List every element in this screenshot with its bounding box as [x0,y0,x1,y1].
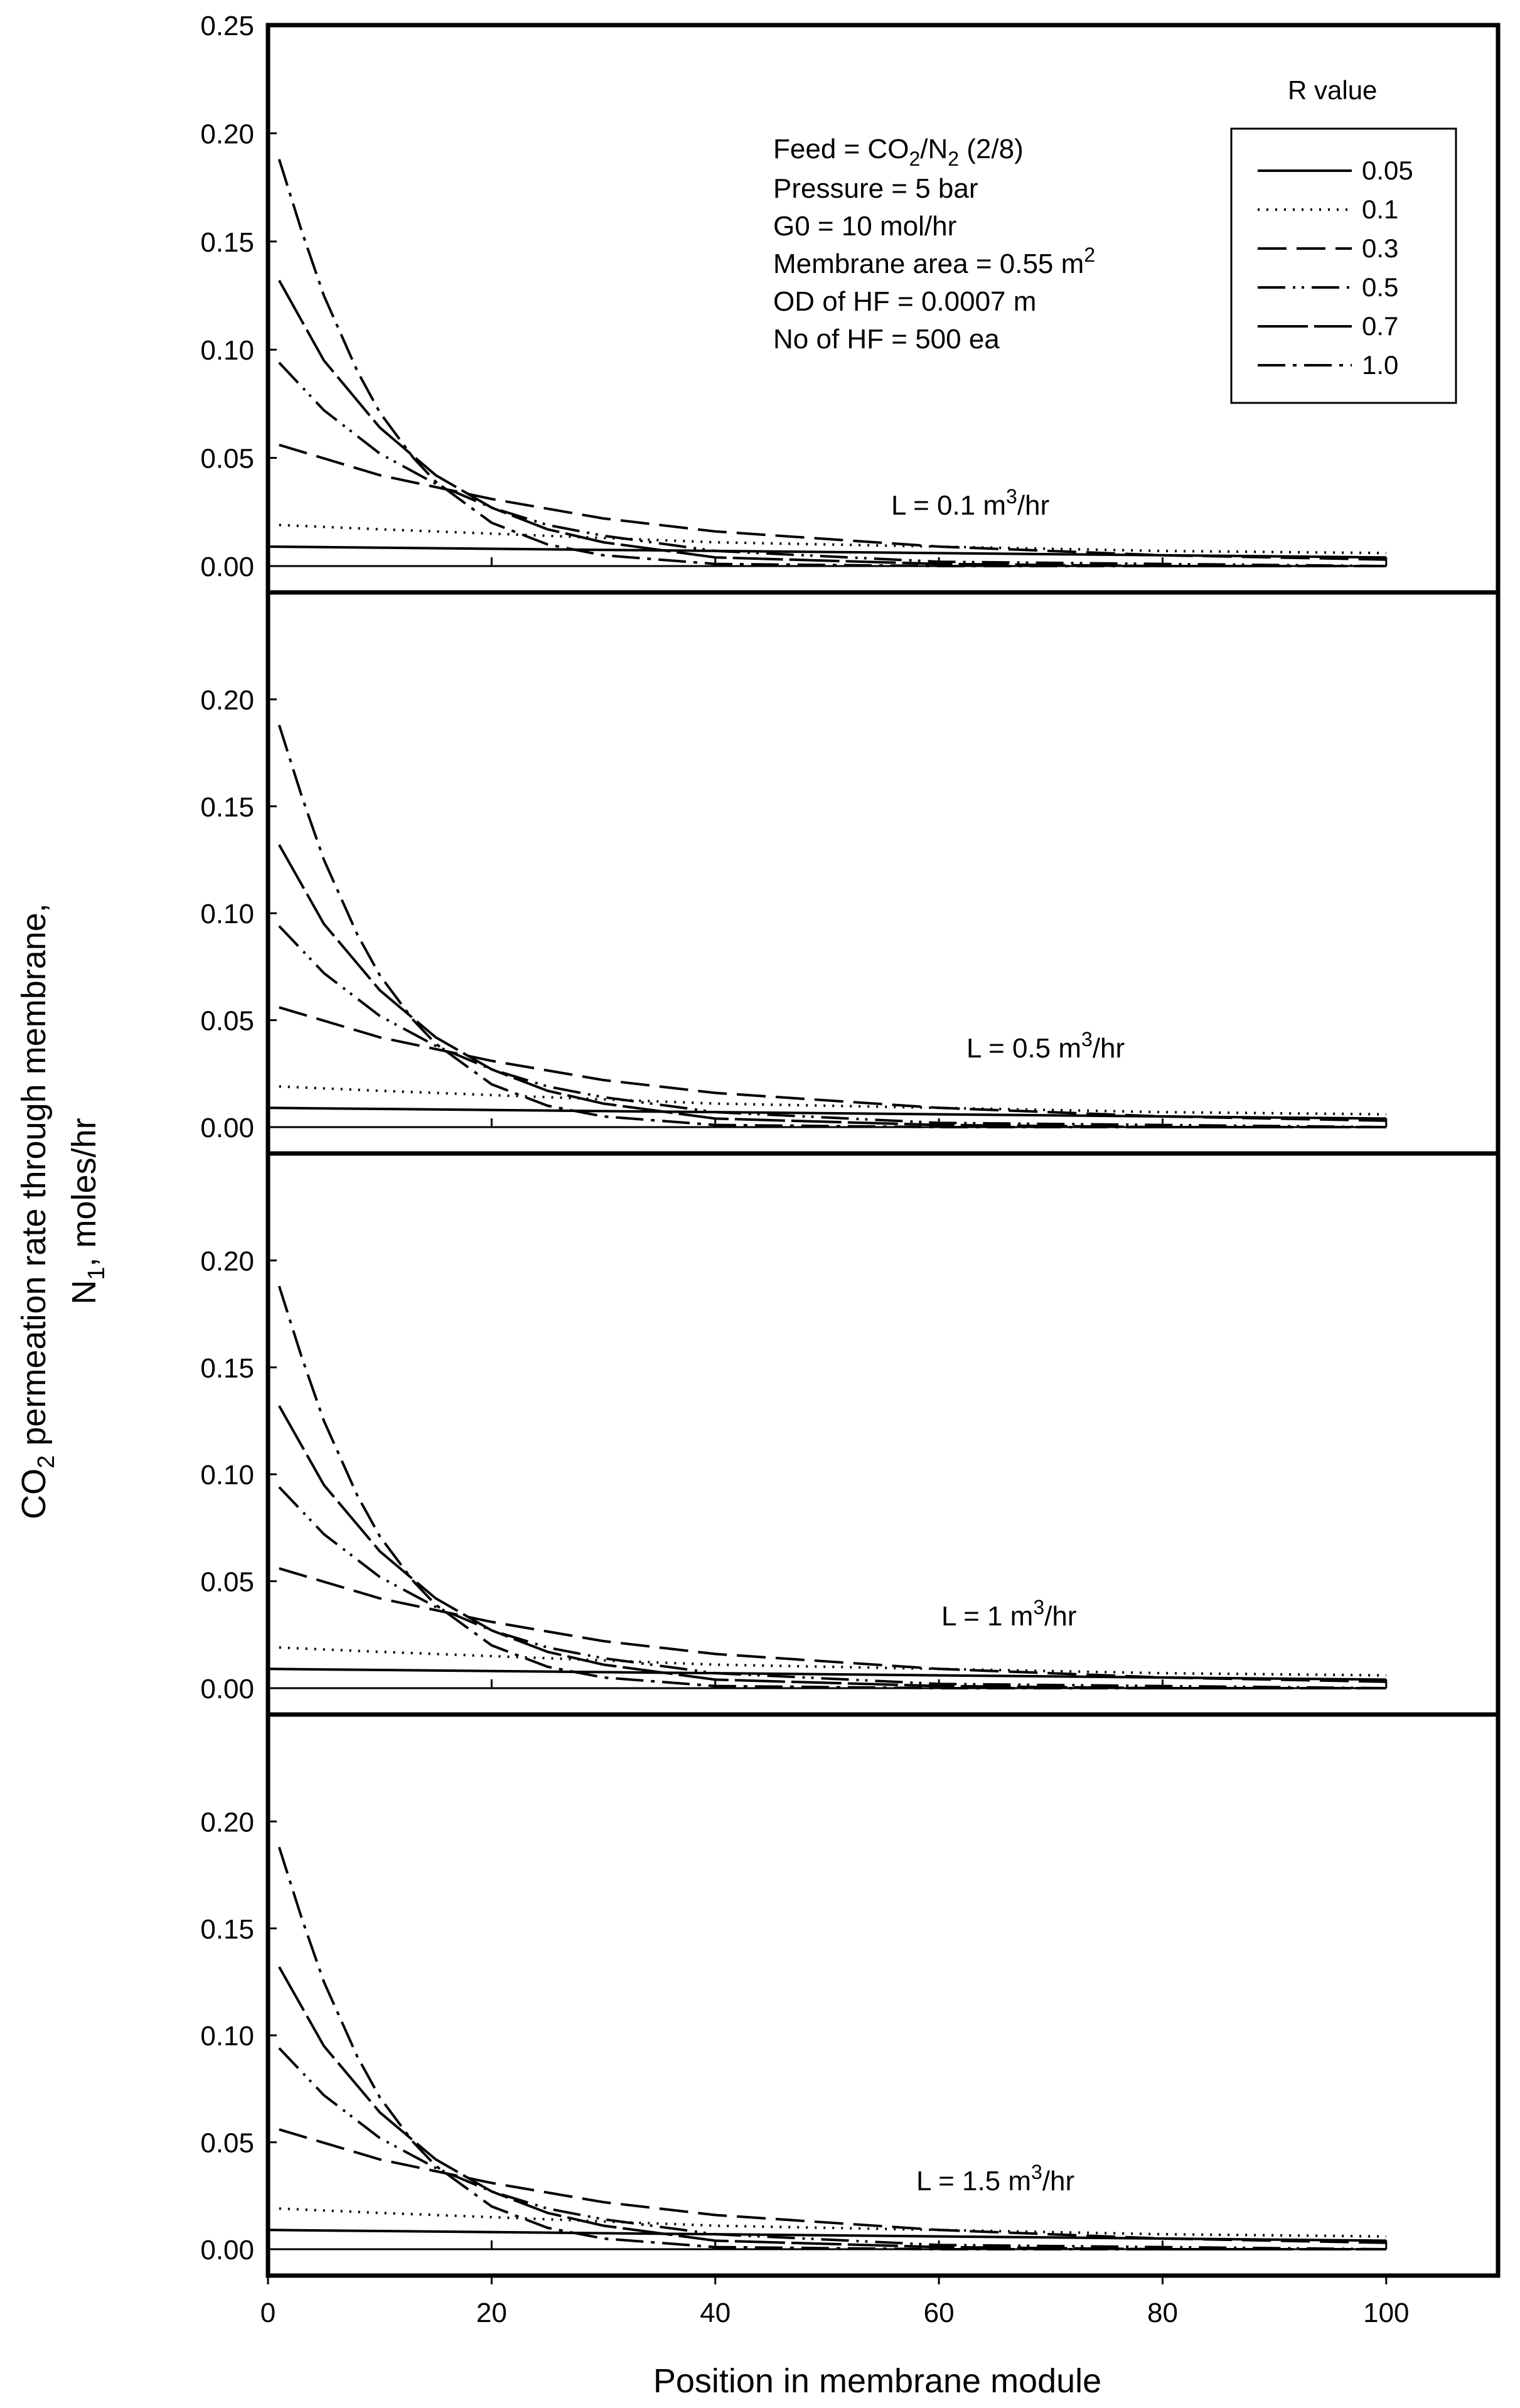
y-tick-label: 0.05 [200,1567,254,1598]
y-axis-title-line2: N1, moles/hr [65,1118,110,1304]
series-line-r-0_5 [278,925,1386,1128]
y-tick-label: 0.05 [200,444,254,474]
panel-2-frame [265,590,1501,1156]
y-tick-label: 0.05 [200,2128,254,2159]
legend-entry-label: 0.3 [1362,233,1398,263]
legend-entry-label: 0.5 [1362,272,1398,302]
y-tick-label: 0.10 [200,1460,254,1490]
y-tick-label: 0.20 [200,1807,254,1838]
series-line-r-0_3 [279,1006,1386,1122]
x-tick-label: 0 [260,2298,276,2328]
series-line-r-0_7 [278,1966,1386,2250]
series-line-r-0_3 [279,2128,1386,2244]
panel-3: 0.00 0.05 0.10 0.15 0.20 L = 1 m3/hr [200,1151,1501,1717]
series-line-r-0_05 [267,1667,1386,1681]
legend-box [1230,127,1457,404]
series-line-r-0_05 [267,1106,1386,1120]
panel-2-label: L = 0.5 m3/hr [966,1028,1125,1064]
panel-3-label: L = 1 m3/hr [941,1596,1077,1632]
series-line-r-1_0 [277,1846,1386,2250]
y-tick-label: 0.15 [200,792,254,823]
x-tick-label: 60 [924,2298,955,2328]
legend-entry-label: 0.05 [1362,156,1413,185]
series-line-r-1_0 [277,1285,1386,1689]
series-line-r-0_5 [278,1486,1386,1689]
y-tick-label: 0.05 [200,1006,254,1037]
legend-entry-label: 0.1 [1362,195,1398,224]
y-axis-title: CO2 permeation rate through membrane, N1… [15,903,110,1519]
y-tick-label: 0.10 [200,2021,254,2052]
series-line-r-0_5 [278,2047,1386,2250]
x-tick-label: 20 [476,2298,507,2328]
conditions-annotation: Feed = CO2/N2 (2/8) Pressure = 5 bar G0 … [773,134,1095,355]
y-tick-label: 0.00 [200,2235,254,2266]
feed-condition: Feed = CO2/N2 (2/8) [773,134,1024,170]
y-tick-label: 0.20 [200,119,254,149]
y-axis-title-line1: CO2 permeation rate through membrane, [15,903,60,1519]
panel-2: 0.00 0.05 0.10 0.15 0.20 L = 0.5 m3/hr [200,590,1501,1156]
series-line-r-0_5 [278,361,1386,567]
legend-entry-label: 1.0 [1362,350,1398,380]
area-condition: Membrane area = 0.55 m2 [773,243,1095,279]
pressure-condition: Pressure = 5 bar [773,173,978,204]
x-tick-label: 100 [1363,2298,1409,2328]
y-tick-label: 0.00 [200,1674,254,1704]
series-line-r-0_7 [278,1405,1386,1689]
y-tick-label: 0.10 [200,899,254,929]
x-tick-label: 40 [700,2298,731,2328]
series-line-r-0_7 [278,279,1386,567]
series-line-r-1_0 [277,724,1386,1128]
panel-4: 0.00 0.05 0.10 0.15 0.20 L = 1.5 m3/hr 0 20 40 60… [200,1712,1501,2328]
x-axis-title: Position in membrane module [653,2362,1101,2400]
y-tick-label: 0.25 [200,11,254,41]
y-tick-label: 0.20 [200,685,254,715]
panel-3-frame [265,1151,1501,1717]
series-line-r-0_05 [267,2229,1386,2242]
legend-entry-label: 0.7 [1362,311,1398,341]
panel-4-label: L = 1.5 m3/hr [916,2161,1074,2197]
panel-4-frame [265,1712,1501,2278]
legend-entries: 0.05 0.1 0.3 0.5 0.7 1.0 [1258,156,1413,380]
series-line-r-0_3 [279,1567,1386,1683]
y-tick-label: 0.15 [200,227,254,258]
y-tick-label: 0.00 [200,1113,254,1143]
y-tick-label: 0.15 [200,1353,254,1384]
series-line-r-0_7 [278,844,1386,1128]
series-line-r-0_3 [279,443,1386,561]
g0-condition: G0 = 10 mol/hr [773,211,956,242]
legend-title: R value [1288,75,1377,105]
nhf-condition: No of HF = 500 ea [773,324,1000,355]
panels-group: 0.000.050.100.150.200.25L = 0.1 m3/hr0.0… [200,11,1501,2328]
series-line-r-1_0 [277,159,1386,567]
od-condition: OD of HF = 0.0007 m [773,286,1036,317]
y-tick-label: 0.10 [200,335,254,366]
series-line-r-0_05 [267,545,1386,559]
x-tick-label: 80 [1147,2298,1178,2328]
y-tick-label: 0.00 [200,552,254,582]
y-tick-label: 0.15 [200,1914,254,1945]
y-tick-label: 0.20 [200,1246,254,1276]
panel-1-label: L = 0.1 m3/hr [891,485,1049,521]
